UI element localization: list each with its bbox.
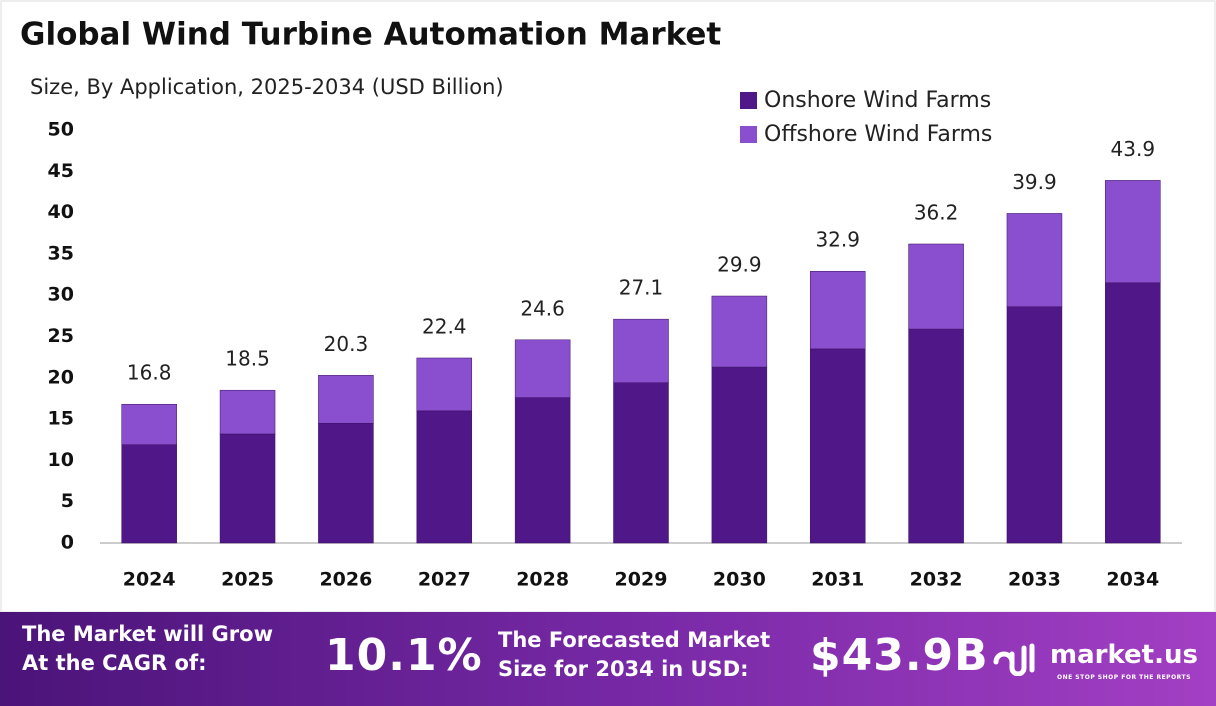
x-tick-label: 2027 — [418, 569, 471, 591]
bar-segment — [908, 328, 964, 544]
x-tick-label: 2034 — [1106, 569, 1159, 591]
footer-banner: The Market will Grow At the CAGR of: 10.1… — [0, 612, 1216, 706]
bar-segment — [318, 375, 374, 424]
bar-segment — [1105, 180, 1161, 284]
y-tick-label: 0 — [61, 532, 74, 554]
total-label: 16.8 — [127, 361, 172, 385]
x-tick-label: 2030 — [713, 569, 766, 591]
y-tick-label: 30 — [48, 284, 74, 306]
bar-segment — [1105, 282, 1161, 544]
bar-segment — [219, 389, 276, 435]
cagr-label-line: The Market will Grow — [22, 622, 273, 646]
y-tick-label: 50 — [48, 119, 74, 141]
total-label: 22.4 — [422, 314, 467, 338]
legend-label: Offshore Wind Farms — [764, 122, 992, 147]
total-label: 36.2 — [914, 200, 959, 224]
y-tick-label: 20 — [48, 366, 74, 388]
x-tick-label: 2033 — [1008, 569, 1061, 591]
legend-swatch — [740, 126, 757, 143]
y-tick-label: 15 — [48, 408, 74, 430]
bar-segment — [613, 382, 669, 544]
total-label: 20.3 — [324, 332, 369, 356]
chart-subtitle: Size, By Application, 2025-2034 (USD Bil… — [30, 75, 504, 99]
y-tick-label: 5 — [61, 490, 74, 512]
total-label: 29.9 — [717, 253, 762, 277]
legend-label: Onshore Wind Farms — [764, 88, 991, 113]
bar-segment — [1006, 213, 1063, 308]
x-tick-label: 2028 — [516, 569, 569, 591]
bar-segment — [809, 270, 866, 350]
bar-segment — [809, 348, 866, 544]
cagr-label-line: At the CAGR of: — [22, 651, 207, 675]
forecast-label: The Forecasted Market Size for 2034 in US… — [498, 626, 770, 684]
bar-segment — [514, 339, 571, 398]
y-tick-label: 40 — [48, 201, 74, 223]
total-label: 43.9 — [1111, 137, 1156, 161]
cagr-value: 10.1% — [325, 630, 483, 681]
y-tick-label: 10 — [48, 449, 74, 471]
total-label: 39.9 — [1012, 170, 1057, 194]
forecast-value: $43.9B — [810, 630, 989, 681]
legend-swatch — [740, 92, 757, 109]
cagr-label: The Market will Grow At the CAGR of: — [22, 620, 273, 678]
bar-segment — [711, 366, 768, 544]
x-tick-label: 2029 — [615, 569, 668, 591]
chart: Global Wind Turbine Automation Market Si… — [0, 0, 1216, 613]
total-label: 32.9 — [815, 228, 860, 252]
bar-segment — [416, 410, 473, 544]
chart-title: Global Wind Turbine Automation Market — [20, 17, 721, 53]
x-tick-label: 2026 — [319, 569, 372, 591]
logo-icon — [993, 643, 1035, 676]
bar-segment — [613, 318, 669, 384]
bar-segment — [121, 403, 177, 445]
bar-segment — [908, 243, 964, 330]
y-tick-label: 35 — [48, 242, 74, 264]
x-tick-label: 2032 — [910, 569, 963, 591]
bar-segment — [219, 433, 276, 544]
bar-segment — [711, 295, 768, 368]
forecast-label-line: Size for 2034 in USD: — [498, 657, 749, 681]
y-tick-label: 45 — [48, 160, 74, 182]
x-tick-label: 2024 — [123, 569, 176, 591]
bar-segment — [416, 357, 473, 412]
total-label: 24.6 — [520, 296, 565, 320]
x-tick-label: 2031 — [811, 569, 864, 591]
forecast-label-line: The Forecasted Market — [498, 628, 771, 652]
bar-segment — [121, 444, 177, 544]
total-label: 18.5 — [225, 347, 270, 371]
bar-segment — [1006, 306, 1063, 544]
total-label: 27.1 — [619, 276, 664, 300]
logo-tagline: ONE STOP SHOP FOR THE REPORTS — [1057, 674, 1191, 681]
logo-text: market.us — [1050, 640, 1198, 670]
bar-segment — [514, 397, 571, 544]
x-tick-label: 2025 — [221, 569, 274, 591]
bar-segment — [318, 422, 374, 544]
y-tick-label: 25 — [48, 325, 74, 347]
